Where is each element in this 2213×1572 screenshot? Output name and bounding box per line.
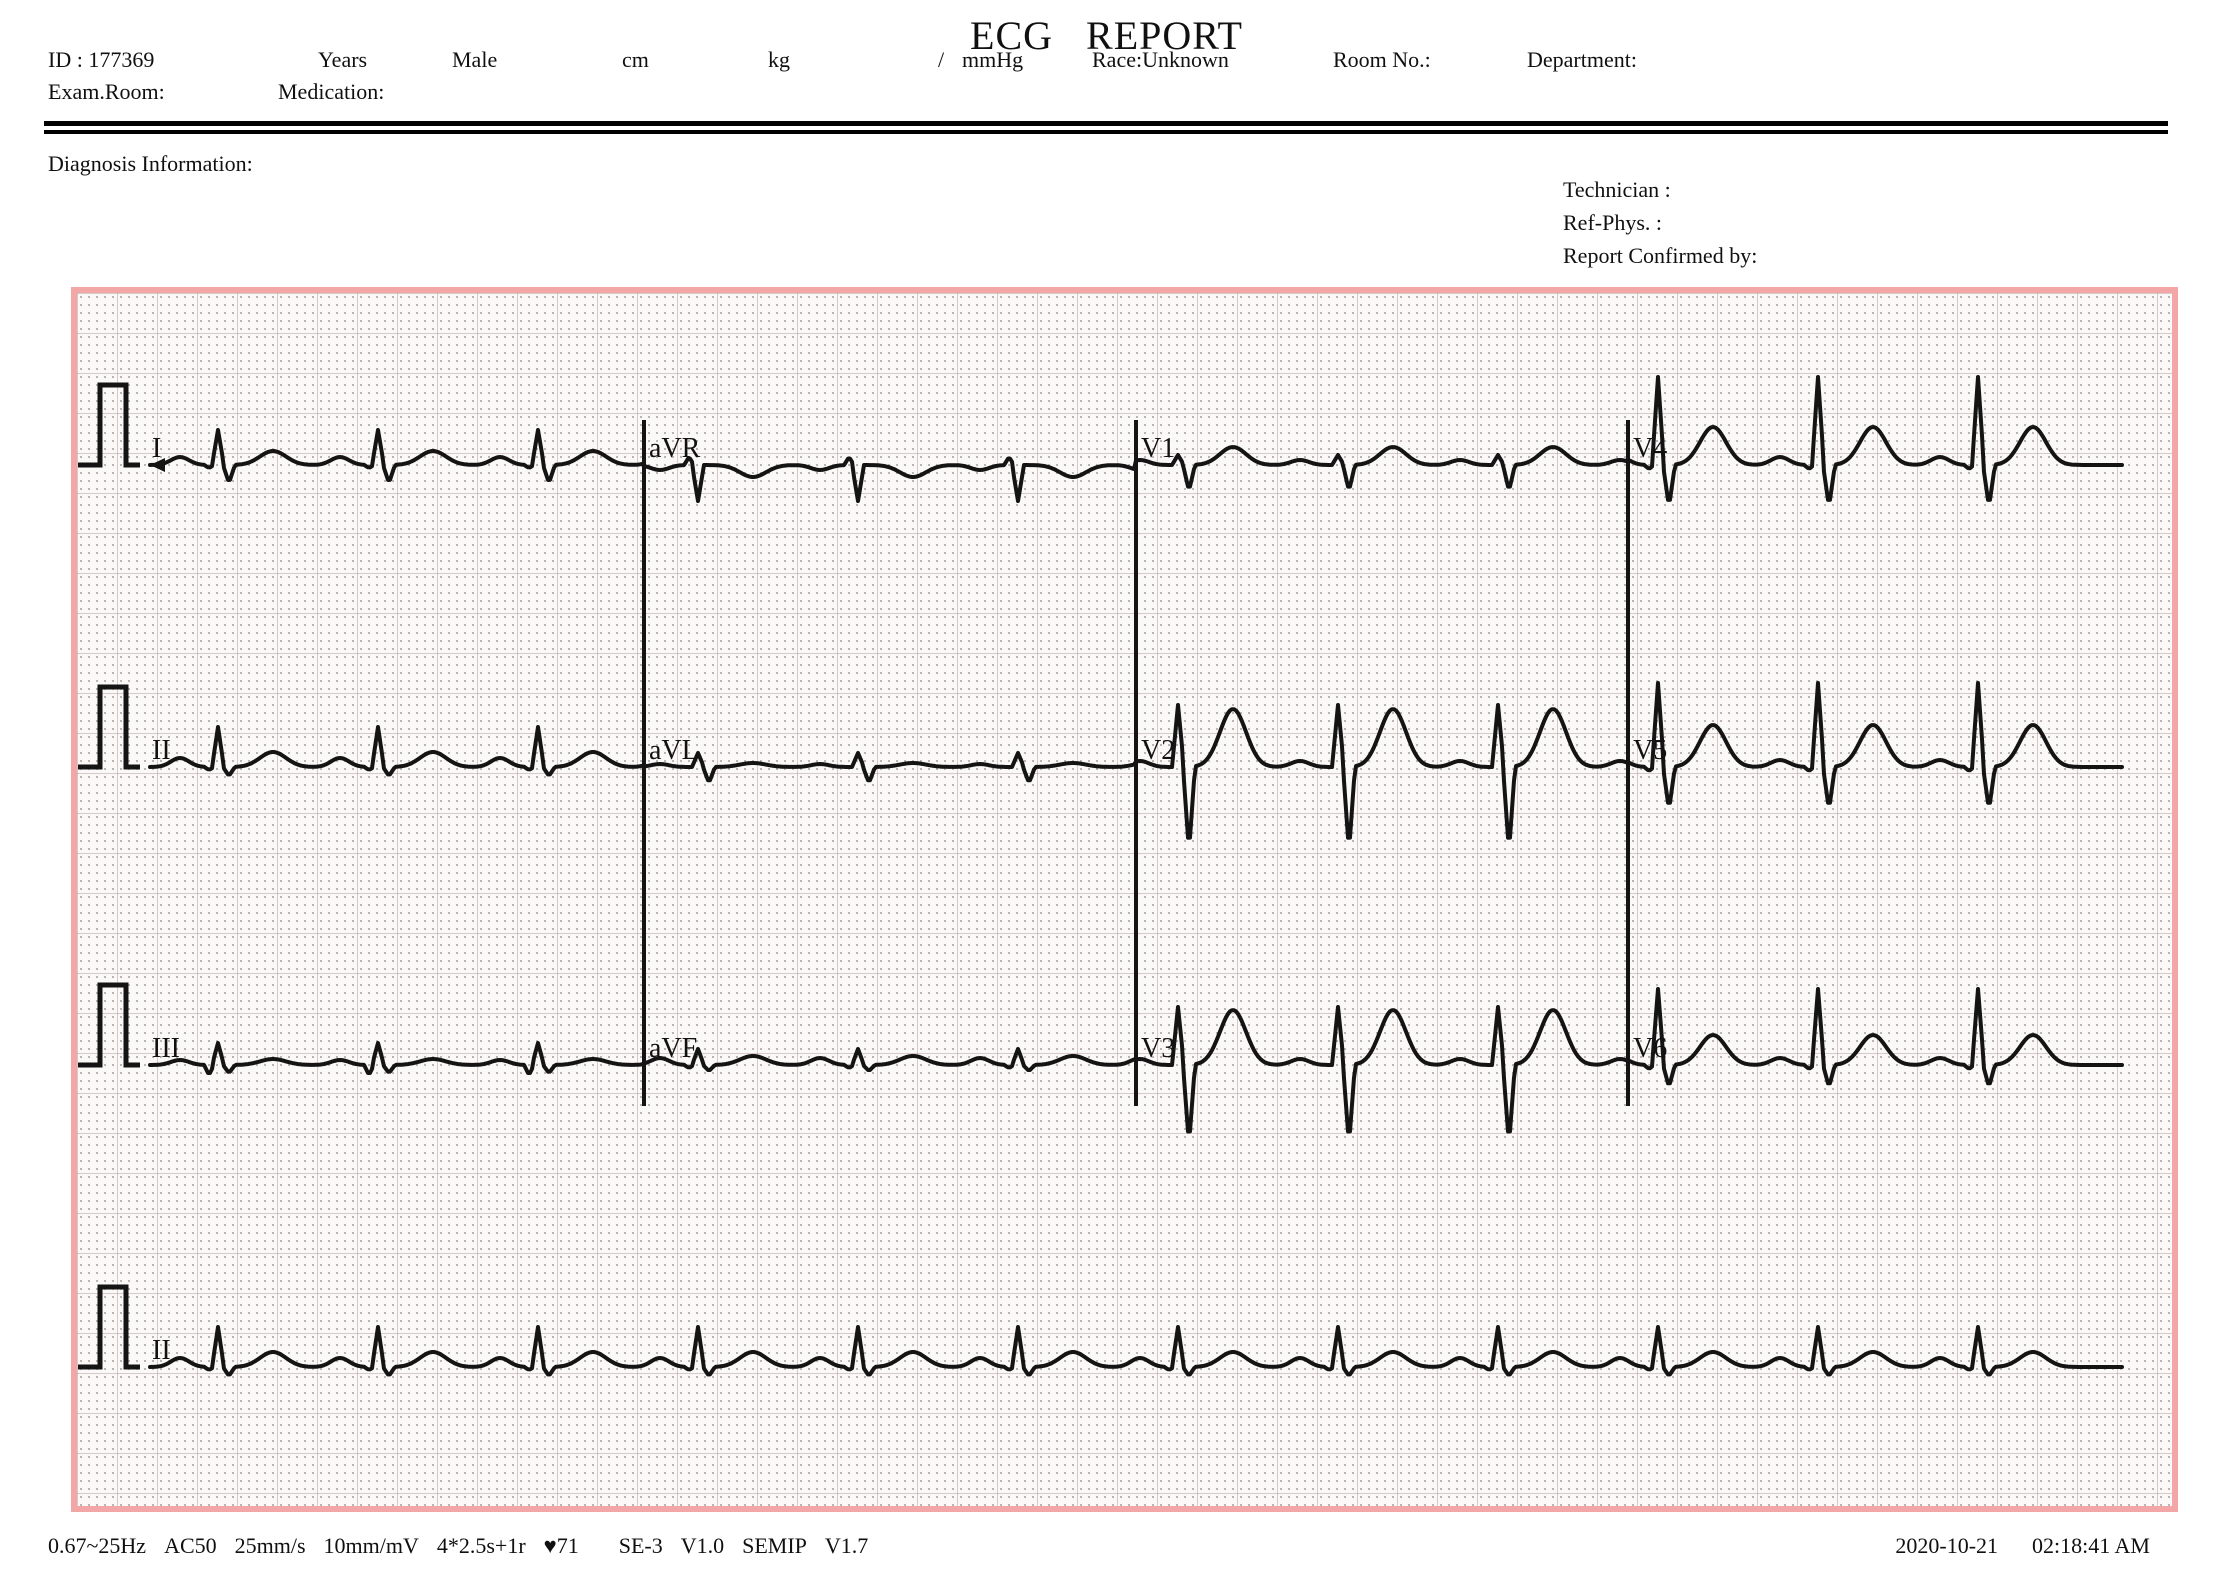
ac-filter-setting: AC50 (164, 1533, 217, 1558)
patient-id: ID : 177369 (48, 47, 155, 72)
medication-label: Medication: (278, 79, 385, 104)
age-label: Years (318, 47, 368, 72)
paper-speed-setting: 25mm/s (234, 1533, 306, 1558)
ref-phys-label: Ref-Phys. : (1563, 210, 1662, 235)
report-time: 02:18:41 AM (2032, 1533, 2150, 1558)
heart-rate-value: ♥71 (543, 1533, 579, 1558)
device-version: V1.0 (680, 1533, 725, 1558)
software-version: V1.7 (824, 1533, 869, 1558)
filter-setting: 0.67~25Hz (48, 1533, 147, 1558)
height-unit: cm (622, 47, 649, 72)
technician-label: Technician : (1563, 177, 1671, 202)
device-model: SE-3 (618, 1533, 663, 1558)
report-confirmed-label: Report Confirmed by: (1563, 243, 1758, 268)
footer-settings: 0.67~25Hz AC50 25mm/s 10mm/mV 4*2.5s+1r ♥71 SE… (48, 1533, 886, 1559)
gain-setting: 10mm/mV (323, 1533, 419, 1558)
department-label: Department: (1527, 47, 1637, 72)
race-value: Race:Unknown (1092, 47, 1229, 72)
software-name: SEMIP (742, 1533, 807, 1558)
bp-unit: mmHg (962, 47, 1024, 72)
diagnosis-label: Diagnosis Information: (48, 151, 253, 176)
report-date: 2020-10-21 (1895, 1533, 1999, 1558)
weight-unit: kg (768, 47, 790, 72)
page-title: ECG REPORT (970, 13, 1243, 58)
room-label: Room No.: (1333, 47, 1431, 72)
format-setting: 4*2.5s+1r (436, 1533, 526, 1558)
ecg-grid-panel (71, 287, 2178, 1512)
footer-datetime: 2020-10-21 02:18:41 AM (1861, 1533, 2150, 1559)
header-divider-rule (44, 121, 2168, 134)
exam-room-label: Exam.Room: (48, 79, 165, 104)
bp-slash: / (938, 47, 945, 72)
sex-value: Male (452, 47, 498, 72)
